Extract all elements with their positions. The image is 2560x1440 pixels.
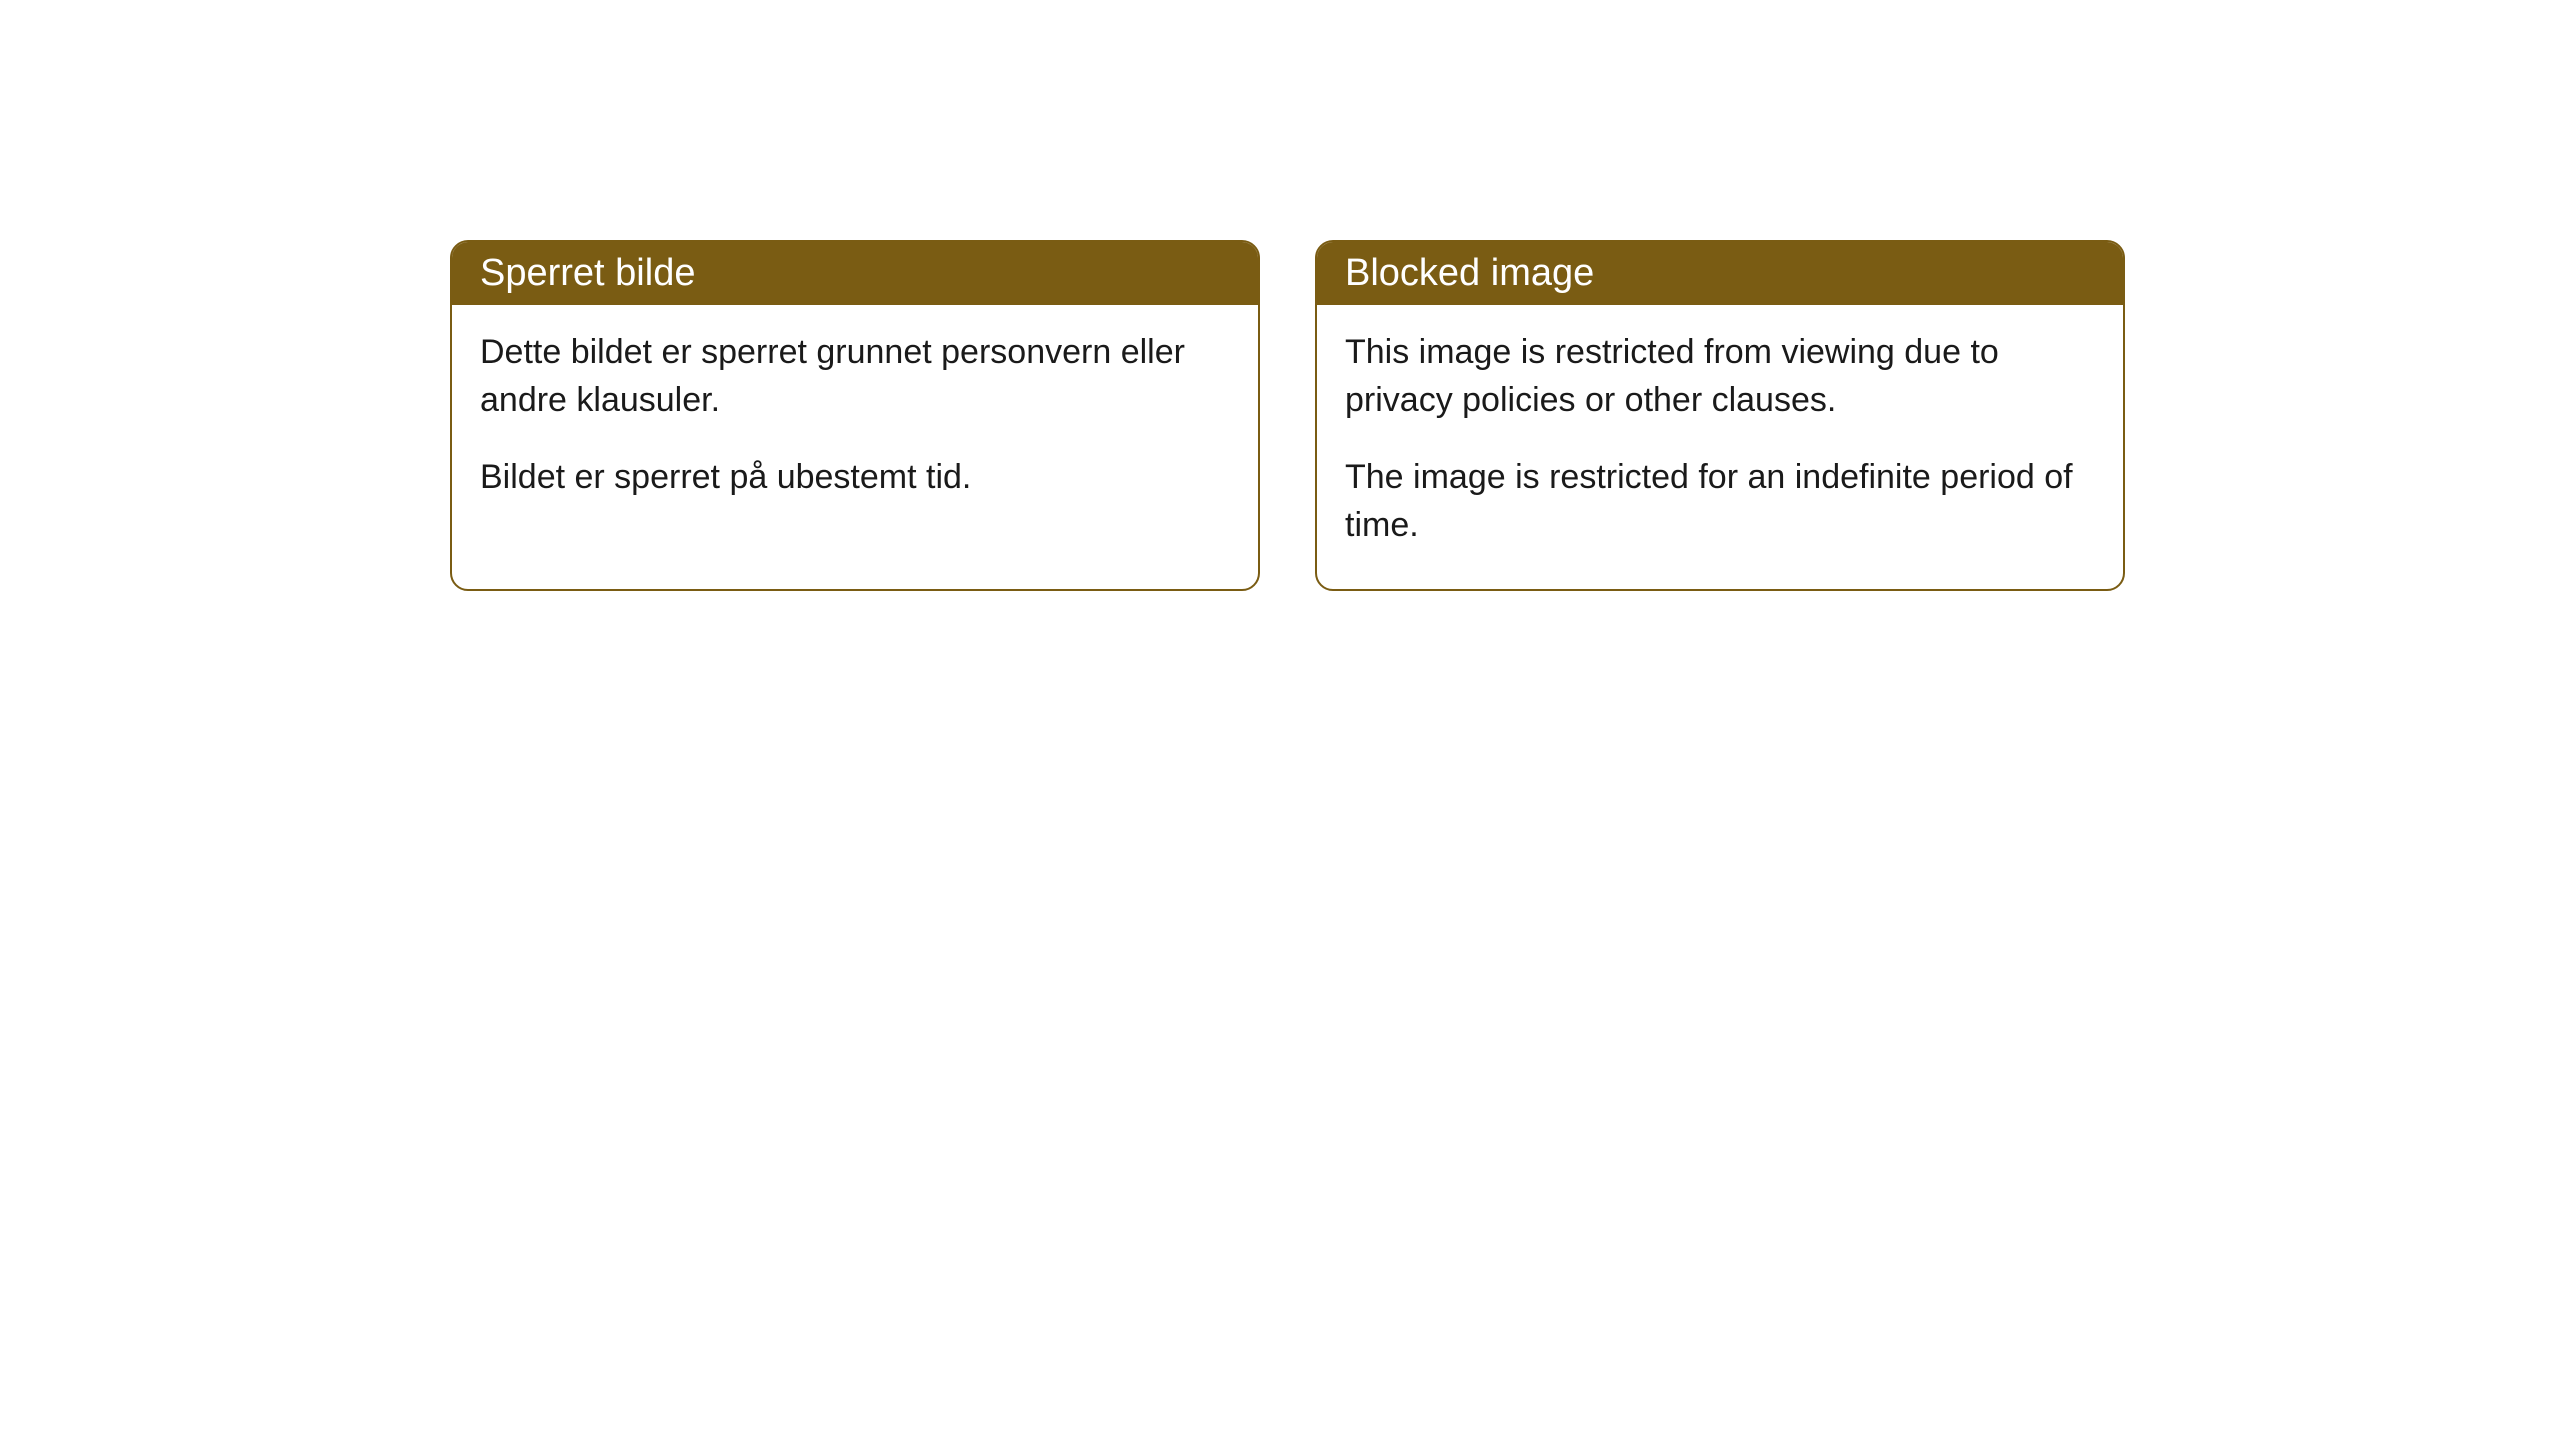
card-title: Blocked image xyxy=(1345,252,1594,294)
card-text-line-1: Dette bildet er sperret grunnet personve… xyxy=(480,329,1230,424)
card-text-line-2: Bildet er sperret på ubestemt tid. xyxy=(480,454,1230,502)
card-body: Dette bildet er sperret grunnet personve… xyxy=(452,305,1258,542)
notice-card-norwegian: Sperret bilde Dette bildet er sperret gr… xyxy=(450,240,1260,591)
notice-cards-container: Sperret bilde Dette bildet er sperret gr… xyxy=(450,240,2125,591)
card-text-line-1: This image is restricted from viewing du… xyxy=(1345,329,2095,424)
card-header: Sperret bilde xyxy=(452,242,1258,305)
notice-card-english: Blocked image This image is restricted f… xyxy=(1315,240,2125,591)
card-text-line-2: The image is restricted for an indefinit… xyxy=(1345,454,2095,549)
card-title: Sperret bilde xyxy=(480,252,695,294)
card-header: Blocked image xyxy=(1317,242,2123,305)
card-body: This image is restricted from viewing du… xyxy=(1317,305,2123,589)
